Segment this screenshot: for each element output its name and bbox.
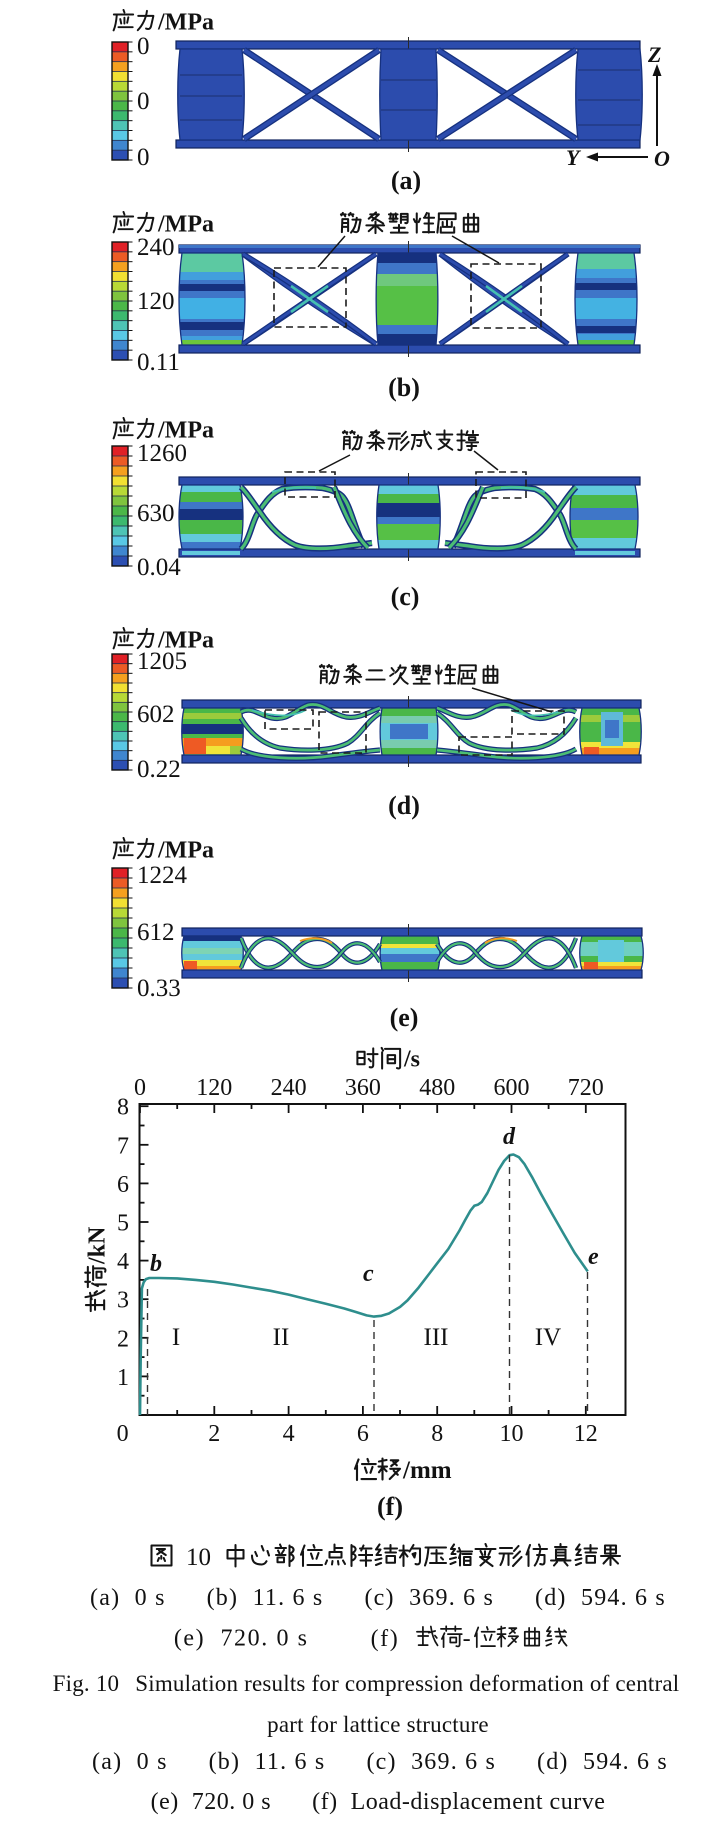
svg-text:3: 3 [117, 1288, 129, 1314]
svg-text:7: 7 [117, 1133, 129, 1159]
svg-text:0.22: 0.22 [137, 756, 181, 783]
svg-text:/MPa: /MPa [157, 418, 214, 444]
svg-text:0: 0 [117, 1421, 129, 1447]
svg-text:III: III [424, 1324, 449, 1351]
svg-text:/mm: /mm [402, 1457, 452, 1484]
svg-text:1260: 1260 [137, 440, 187, 467]
svg-text:720: 720 [568, 1075, 604, 1101]
svg-text:(b): (b) [388, 373, 420, 402]
svg-text:4: 4 [117, 1249, 129, 1275]
svg-text:360: 360 [345, 1075, 381, 1101]
svg-text:/MPa: /MPa [157, 628, 214, 654]
svg-text:1205: 1205 [137, 648, 187, 675]
svg-text:10: 10 [500, 1421, 524, 1447]
svg-text:8: 8 [117, 1095, 129, 1121]
svg-text:5: 5 [117, 1211, 129, 1237]
svg-text:O: O [654, 146, 670, 171]
svg-text:12: 12 [574, 1421, 598, 1447]
svg-text:1224: 1224 [137, 862, 188, 889]
svg-text:4: 4 [283, 1421, 295, 1447]
svg-text:2: 2 [208, 1421, 220, 1447]
svg-text:0.11: 0.11 [137, 349, 180, 376]
svg-text:/MPa: /MPa [157, 838, 214, 864]
svg-text:(c): (c) [391, 582, 420, 611]
svg-text:6: 6 [357, 1421, 369, 1447]
svg-text:/MPa: /MPa [157, 10, 214, 36]
svg-text:/s: /s [403, 1047, 420, 1073]
svg-text:/kN: /kN [85, 1226, 111, 1265]
svg-text:120: 120 [137, 288, 175, 315]
svg-text:6: 6 [117, 1172, 129, 1198]
svg-text:600: 600 [494, 1075, 530, 1101]
svg-text:240: 240 [137, 234, 175, 261]
svg-text:(a): (a) [391, 166, 421, 195]
svg-text:612: 612 [137, 919, 175, 946]
svg-text:IV: IV [535, 1324, 561, 1351]
svg-text:(d): (d) [388, 791, 420, 820]
svg-text:0: 0 [137, 144, 150, 171]
svg-text:602: 602 [137, 701, 175, 728]
svg-text:0: 0 [137, 88, 150, 115]
svg-text:(f): (f) [377, 1492, 403, 1521]
svg-text:8: 8 [431, 1421, 443, 1447]
svg-text:240: 240 [271, 1075, 307, 1101]
svg-text:Z: Z [647, 42, 661, 67]
svg-text:Y: Y [566, 145, 582, 170]
svg-text:120: 120 [196, 1075, 232, 1101]
svg-text:0: 0 [137, 33, 150, 60]
svg-text:d: d [503, 1124, 516, 1150]
svg-text:(e): (e) [390, 1003, 419, 1032]
svg-text:1: 1 [117, 1365, 129, 1391]
svg-text:c: c [363, 1261, 374, 1287]
svg-text:630: 630 [137, 500, 175, 527]
svg-text:480: 480 [419, 1075, 455, 1101]
svg-text:0.33: 0.33 [137, 975, 181, 1002]
svg-text:0: 0 [134, 1075, 146, 1101]
svg-text:I: I [172, 1324, 180, 1351]
svg-text:e: e [588, 1244, 599, 1270]
svg-text:b: b [150, 1251, 162, 1277]
svg-text:2: 2 [117, 1326, 129, 1352]
svg-text:/MPa: /MPa [157, 212, 214, 238]
svg-text:0.04: 0.04 [137, 554, 181, 581]
svg-text:II: II [273, 1324, 290, 1351]
